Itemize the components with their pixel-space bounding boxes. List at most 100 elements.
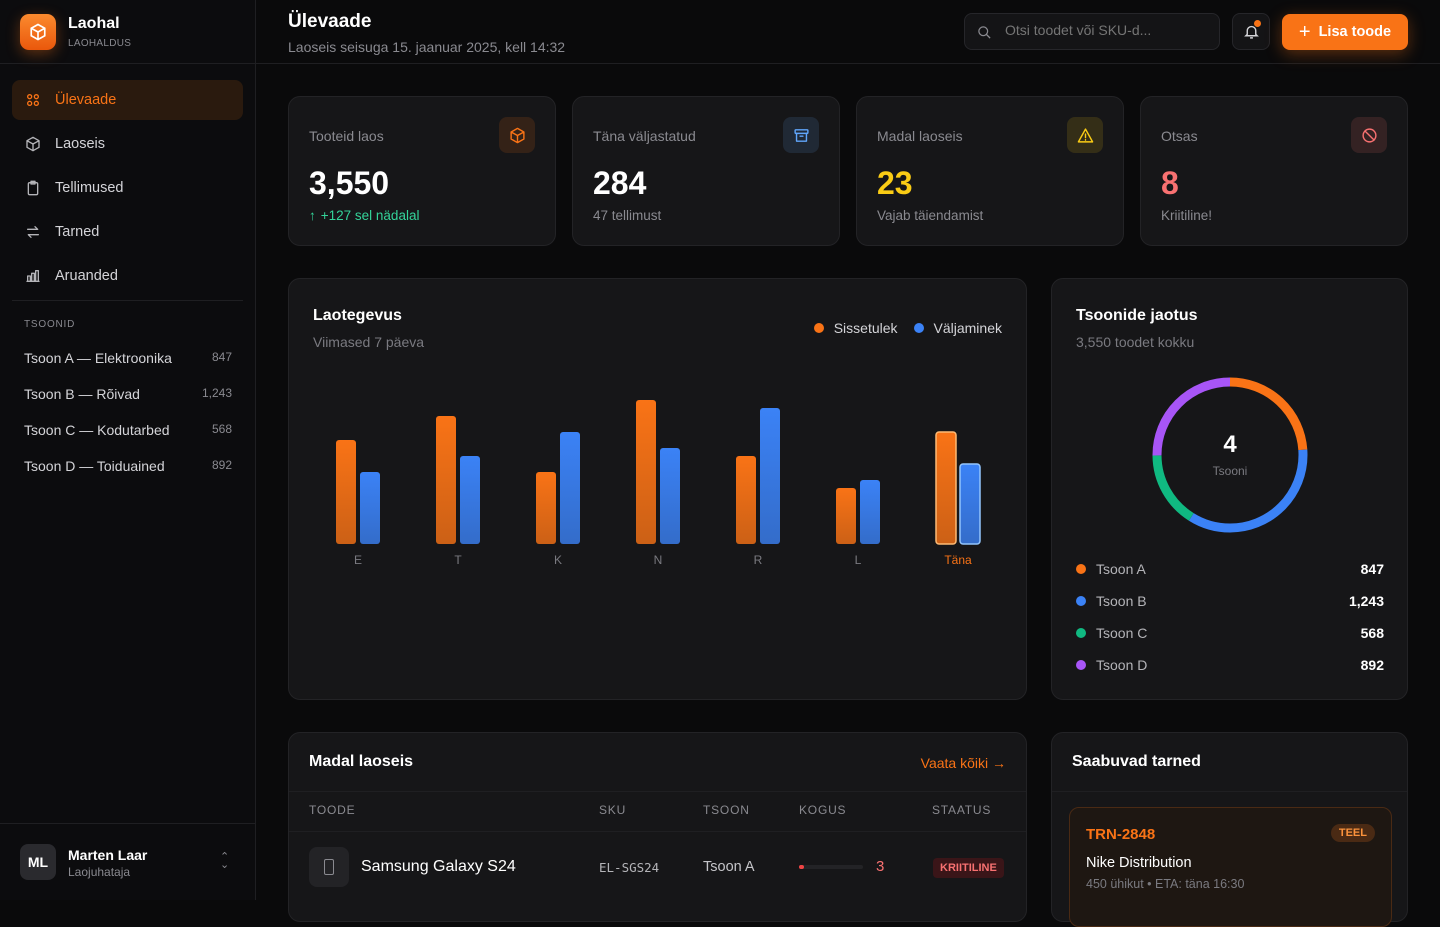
zone-legend-value: 847 (1360, 561, 1384, 577)
x-tick-label: T (454, 553, 462, 567)
view-all-link[interactable]: Vaata kõiki → (920, 755, 1006, 771)
notification-dot (1254, 20, 1261, 27)
sidebar-item-ülevaade[interactable]: Ülevaade (12, 80, 243, 120)
delivery-status-badge: TEEL (1330, 824, 1375, 842)
bar-väljaminek[interactable] (460, 456, 480, 544)
delivery-supplier: Nike Distribution (1086, 855, 1192, 871)
x-tick-label: Täna (944, 553, 972, 567)
stat-sub-text: Vajab täiendamist (877, 208, 984, 223)
delivery-item[interactable]: TRN-2848 TEEL Nike Distribution 450 ühik… (1069, 807, 1392, 927)
page-subtitle: Laoseis seisuga 15. jaanuar 2025, kell 1… (288, 39, 566, 55)
page-title: Ülevaade (288, 11, 372, 32)
bar-väljaminek[interactable] (959, 463, 981, 545)
chart-legend: Sissetulek Väljaminek (813, 320, 1002, 336)
stat-sub-text: 47 tellimust (593, 208, 662, 223)
col-header-product: TOODE (309, 803, 356, 817)
sidebar-item-tarned[interactable]: Tarned (12, 212, 243, 252)
status-badge: KRIITILINE (933, 858, 1004, 878)
bar-sissetulek[interactable] (736, 456, 756, 544)
zone-label: Tsoon B — Rõivad (24, 386, 140, 402)
sidebar-item-aruanded[interactable]: Aruanded (12, 256, 243, 296)
product-qty: 3 (876, 858, 885, 875)
bar-väljaminek[interactable] (560, 432, 580, 544)
bar-väljaminek[interactable] (660, 448, 680, 544)
legend-dot (813, 323, 824, 333)
bar-väljaminek[interactable] (860, 480, 880, 544)
sidebar-zone-item[interactable]: Tsoon B — Rõivad 1,243 (24, 386, 232, 402)
bar-väljaminek[interactable] (760, 408, 780, 544)
sidebar-item-laoseis[interactable]: Laoseis (12, 124, 243, 164)
notifications-button[interactable] (1232, 13, 1270, 50)
legend-dot (1076, 660, 1086, 670)
stock-level-bar (799, 865, 863, 869)
search-input[interactable] (1005, 22, 1205, 38)
stat-label: Tooteid laos (309, 128, 384, 144)
sidebar: Laohal LAOHALDUS Ülevaade Laoseis Tellimus… (0, 0, 256, 900)
bar-sissetulek[interactable] (836, 488, 856, 544)
sidebar-item-label: Tarned (55, 224, 100, 240)
box-icon (499, 117, 535, 153)
col-header-qty: KOGUS (799, 803, 847, 817)
search-icon (978, 26, 991, 39)
sidebar-zone-item[interactable]: Tsoon A — Elektroonika 847 (24, 350, 232, 366)
stat-label: Täna väljastatud (593, 128, 696, 144)
donut-slice-tsoon-d[interactable] (1152, 377, 1308, 533)
bar-sissetulek[interactable] (536, 472, 556, 544)
product-sku: EL-SGS24 (599, 860, 660, 875)
bar-sissetulek[interactable] (436, 416, 456, 544)
bar-chart-icon (25, 268, 55, 284)
zone-label: Tsoon D — Toiduained (24, 458, 165, 474)
app-subtitle: LAOHALDUS (68, 38, 132, 49)
low-stock-card: Madal laoseis Vaata kõiki → TOODE SKU TS… (288, 732, 1027, 922)
stat-card: Otsas 8 Kriitiline! (1140, 96, 1408, 246)
user-name: Marten Laar (68, 847, 148, 863)
stat-label: Madal laoseis (877, 128, 963, 144)
bar-sissetulek[interactable] (935, 431, 957, 545)
zone-legend-label: Tsoon D (1096, 657, 1148, 673)
stat-value: 8 (1161, 165, 1179, 201)
zone-legend-item: Tsoon C 568 (1076, 625, 1384, 641)
clipboard-icon (25, 180, 55, 196)
stat-sub-text: Kriitiline! (1161, 208, 1213, 223)
zones-heading: TSOONID (24, 319, 76, 330)
activity-subtitle: Viimased 7 päeva (313, 334, 425, 350)
donut-slice-tsoon-b[interactable] (1152, 377, 1308, 533)
search-box[interactable] (964, 13, 1220, 50)
sidebar-item-tellimused[interactable]: Tellimused (12, 168, 243, 208)
bar-väljaminek[interactable] (360, 472, 380, 544)
app-name: Laohal (68, 15, 120, 32)
zone-count: 892 (211, 458, 232, 472)
deliveries-card: Saabuvad tarned TRN-2848 TEEL Nike Distr… (1051, 732, 1408, 927)
zone-count: 1,243 (201, 386, 232, 400)
stat-sub: 47 tellimust (593, 208, 661, 223)
legend-item: Sissetulek (813, 320, 898, 336)
bar-sissetulek[interactable] (636, 400, 656, 544)
zones-chart-title: Tsoonide jaotus (1076, 307, 1198, 324)
warning-icon (1067, 117, 1103, 153)
zones-chart-subtitle: 3,550 toodet kokku (1076, 334, 1195, 350)
zone-legend-item: Tsoon D 892 (1076, 657, 1384, 673)
stat-sub: ↑ +127 sel nädalal (309, 208, 419, 223)
zone-legend-label: Tsoon A (1096, 561, 1146, 577)
box-icon (25, 136, 55, 152)
table-row[interactable]: Samsung Galaxy S24 EL-SGS24 Tsoon A 3 KR… (289, 832, 1026, 904)
sidebar-zone-item[interactable]: Tsoon C — Kodutarbed 568 (24, 422, 232, 438)
add-product-button[interactable]: + Lisa toode (1282, 14, 1408, 50)
plus-icon: + (1298, 20, 1311, 43)
donut-center-label: Tsooni (1212, 464, 1248, 478)
stat-sub: Kriitiline! (1161, 208, 1212, 223)
x-tick-label: E (354, 553, 362, 567)
stat-card: Tooteid laos 3,550 ↑ +127 sel nädalal (288, 96, 556, 246)
sidebar-item-label: Aruanded (55, 268, 118, 284)
bar-sissetulek[interactable] (336, 440, 356, 544)
legend-dot (913, 323, 924, 333)
topbar: Ülevaade Laoseis seisuga 15. jaanuar 202… (256, 0, 1440, 64)
add-product-label: Lisa toode (1318, 24, 1392, 40)
zone-legend-value: 1,243 (1348, 593, 1384, 609)
user-menu-chevron-icon[interactable]: ⌃ ⌄ (220, 851, 230, 871)
zone-legend-item: Tsoon B 1,243 (1076, 593, 1384, 609)
stat-card: Täna väljastatud 284 47 tellimust (572, 96, 840, 246)
stat-value: 3,550 (309, 165, 390, 201)
stat-sub: Vajab täiendamist (877, 208, 983, 223)
sidebar-zone-item[interactable]: Tsoon D — Toiduained 892 (24, 458, 232, 474)
